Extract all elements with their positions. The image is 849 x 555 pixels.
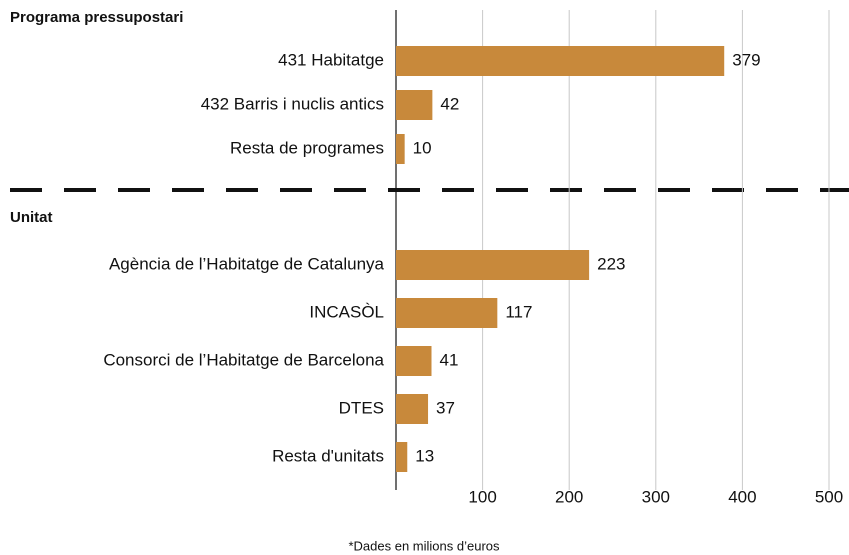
x-tick-label: 200 xyxy=(555,487,583,506)
value-label: 117 xyxy=(505,302,532,321)
bar xyxy=(396,346,432,376)
value-label: 10 xyxy=(413,138,432,157)
category-label: Resta de programes xyxy=(230,138,384,157)
group-title: Programa pressupostari xyxy=(10,9,183,26)
category-label: DTES xyxy=(339,398,384,417)
value-label: 41 xyxy=(440,350,459,369)
value-label: 379 xyxy=(732,50,760,69)
bar xyxy=(396,442,408,472)
x-tick-label: 100 xyxy=(468,487,496,506)
category-label: Consorci de l’Habitatge de Barcelona xyxy=(103,350,384,369)
footnote: *Dades en milions d’euros xyxy=(348,538,500,553)
category-label: 431 Habitatge xyxy=(278,50,384,69)
x-tick-label: 400 xyxy=(728,487,756,506)
category-label: Agència de l’Habitatge de Catalunya xyxy=(109,254,385,273)
value-label: 13 xyxy=(415,446,434,465)
x-tick-label: 500 xyxy=(815,487,843,506)
value-label: 223 xyxy=(597,254,625,273)
bar xyxy=(396,46,725,76)
group-title: Unitat xyxy=(10,209,53,226)
bar xyxy=(396,90,433,120)
bar xyxy=(396,134,405,164)
bar xyxy=(396,394,429,424)
bar xyxy=(396,298,498,328)
category-label: INCASÒL xyxy=(309,302,384,321)
category-label: 432 Barris i nuclis antics xyxy=(201,94,384,113)
category-label: Resta d'unitats xyxy=(272,446,384,465)
bar xyxy=(396,250,590,280)
value-label: 42 xyxy=(440,94,459,113)
value-label: 37 xyxy=(436,398,455,417)
x-tick-label: 300 xyxy=(642,487,670,506)
